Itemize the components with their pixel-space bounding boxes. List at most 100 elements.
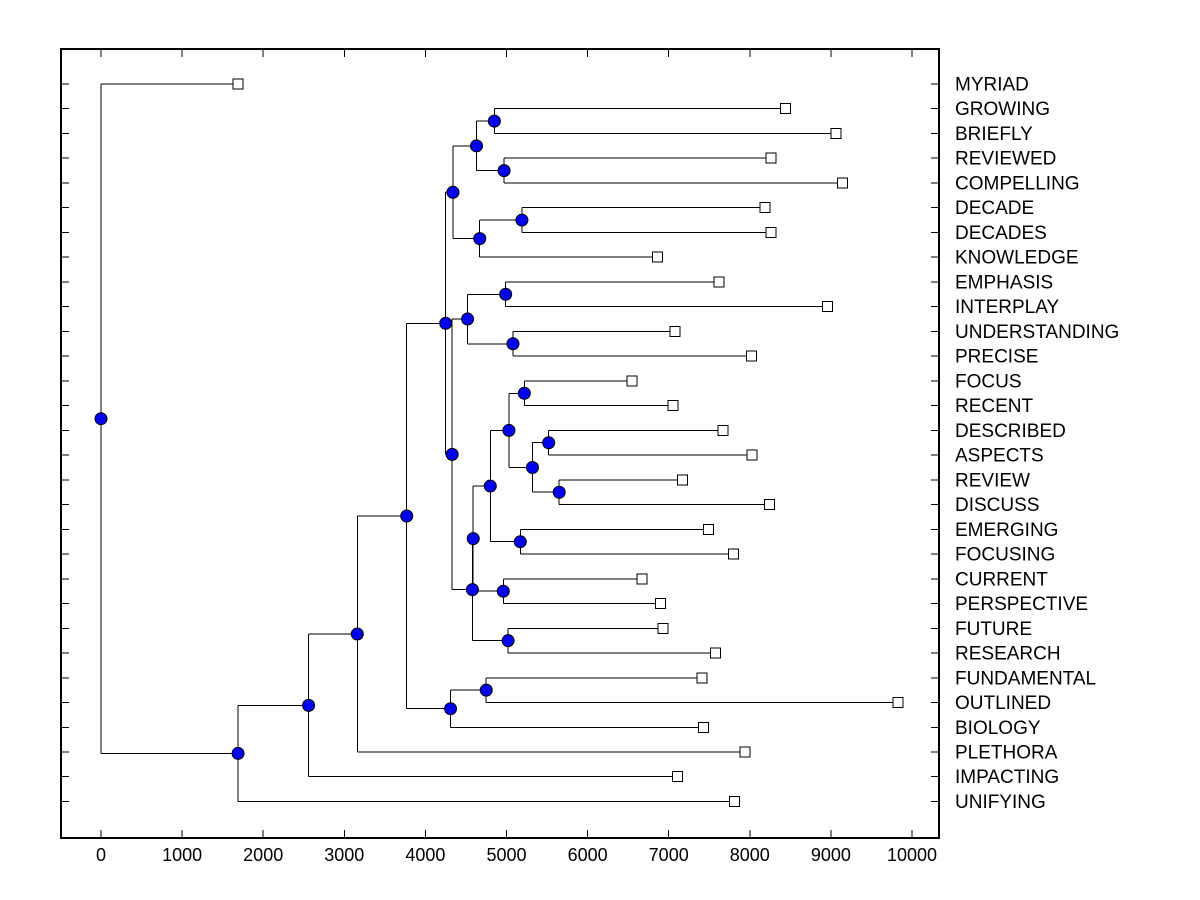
branch-node-marker: [350, 627, 364, 641]
branch-node-marker: [513, 535, 527, 549]
leaf-marker: [657, 622, 669, 634]
branch-node-marker: [400, 509, 414, 523]
leaf-marker: [728, 548, 740, 560]
leaf-label: FUTURE: [955, 619, 1032, 640]
leaf-label: COMPELLING: [955, 173, 1080, 194]
branch-node-marker: [94, 412, 108, 426]
x-axis-tick-label: 2000: [243, 845, 283, 865]
leaf-marker: [636, 573, 648, 585]
leaf-label: UNIFYING: [955, 792, 1046, 813]
leaf-label: MYRIAD: [955, 75, 1029, 96]
branch-node-marker: [439, 316, 453, 330]
tree-branch-lines: [100, 83, 899, 802]
leaf-marker: [779, 103, 791, 115]
leaf-label: UNDERSTANDING: [955, 322, 1119, 343]
leaf-marker: [672, 771, 684, 783]
leaf-label: RECENT: [955, 396, 1034, 417]
leaf-marker: [713, 276, 725, 288]
leaf-marker: [892, 697, 904, 709]
plot-border: [60, 48, 940, 839]
branch-node-marker: [483, 479, 497, 493]
x-axis-tick-label: 1000: [162, 845, 202, 865]
leaf-marker: [759, 202, 771, 214]
leaf-label: INTERPLAY: [955, 297, 1060, 318]
leaf-marker: [830, 127, 842, 139]
leaf-label: PLETHORA: [955, 743, 1058, 764]
branch-node-marker: [497, 164, 511, 178]
branch-node-marker: [499, 287, 513, 301]
leaf-label: PERSPECTIVE: [955, 594, 1088, 615]
leaf-label: RESEARCH: [955, 644, 1061, 665]
x-axis-tick-label: 7000: [649, 845, 689, 865]
leaf-label: REVIEWED: [955, 149, 1056, 170]
axis-and-leaf-labels: 0 1000 2000 3000 4000 5000 6000 7000 8000 9000 100…: [96, 75, 1119, 866]
leaf-marker: [822, 301, 834, 313]
leaf-label: CURRENT: [955, 569, 1048, 590]
x-axis-tick-label: 9000: [811, 845, 851, 865]
branch-node-marker: [542, 436, 556, 450]
tree-node-markers: [94, 78, 904, 807]
leaf-label: DECADE: [955, 198, 1034, 219]
leaf-marker: [739, 746, 751, 758]
x-axis-tick-label: 3000: [324, 845, 364, 865]
x-axis-tick-label: 6000: [568, 845, 608, 865]
branch-node-marker: [496, 584, 510, 598]
leaf-label: FOCUS: [955, 371, 1022, 392]
leaf-marker: [696, 672, 708, 684]
branch-node-marker: [502, 423, 516, 437]
leaf-label: EMERGING: [955, 520, 1058, 541]
branch-node-marker: [469, 139, 483, 153]
x-axis-tick-label: 8000: [730, 845, 770, 865]
leaf-marker: [676, 474, 688, 486]
branch-node-marker: [302, 698, 316, 712]
branch-node-marker: [473, 232, 487, 246]
leaf-marker: [667, 400, 679, 412]
branch-node-marker: [506, 337, 520, 351]
branch-node-marker: [461, 312, 475, 326]
branch-node-marker: [231, 746, 245, 760]
leaf-label: DESCRIBED: [955, 421, 1066, 442]
branch-node-marker: [525, 460, 539, 474]
branch-node-marker: [515, 213, 529, 227]
branch-node-marker: [552, 485, 566, 499]
leaf-label: EMPHASIS: [955, 272, 1053, 293]
branch-node-marker: [487, 114, 501, 128]
leaf-marker: [745, 350, 757, 362]
x-axis-tick-label: 10000: [887, 845, 937, 865]
leaf-label: DECADES: [955, 223, 1047, 244]
branch-node-marker: [465, 583, 479, 597]
leaf-label: PRECISE: [955, 347, 1038, 368]
leaf-label: BIOLOGY: [955, 718, 1041, 739]
leaf-label: OUTLINED: [955, 693, 1051, 714]
leaf-label: BRIEFLY: [955, 124, 1033, 145]
leaf-marker: [626, 375, 638, 387]
leaf-marker: [765, 226, 777, 238]
leaf-marker: [655, 598, 667, 610]
leaf-label: KNOWLEDGE: [955, 248, 1079, 269]
leaf-marker: [717, 424, 729, 436]
leaf-label: REVIEW: [955, 470, 1030, 491]
leaf-marker: [232, 78, 244, 90]
branch-node-marker: [446, 185, 460, 199]
plot-box: [60, 48, 940, 839]
leaf-marker: [702, 523, 714, 535]
leaf-marker: [669, 325, 681, 337]
leaf-marker: [765, 152, 777, 164]
leaf-label: FOCUSING: [955, 545, 1055, 566]
x-axis-tick-label: 4000: [405, 845, 445, 865]
leaf-marker: [698, 721, 710, 733]
branch-node-marker: [501, 634, 515, 648]
branch-node-marker: [466, 532, 480, 546]
x-axis-tick-label: 0: [96, 845, 106, 865]
x-axis-tick-label: 5000: [486, 845, 526, 865]
leaf-label: DISCUSS: [955, 495, 1039, 516]
branch-node-marker: [444, 702, 458, 716]
leaf-label: IMPACTING: [955, 767, 1059, 788]
leaf-marker: [836, 177, 848, 189]
leaf-label: ASPECTS: [955, 446, 1044, 467]
leaf-marker: [651, 251, 663, 263]
leaf-label: FUNDAMENTAL: [955, 668, 1096, 689]
leaf-label: GROWING: [955, 99, 1050, 120]
